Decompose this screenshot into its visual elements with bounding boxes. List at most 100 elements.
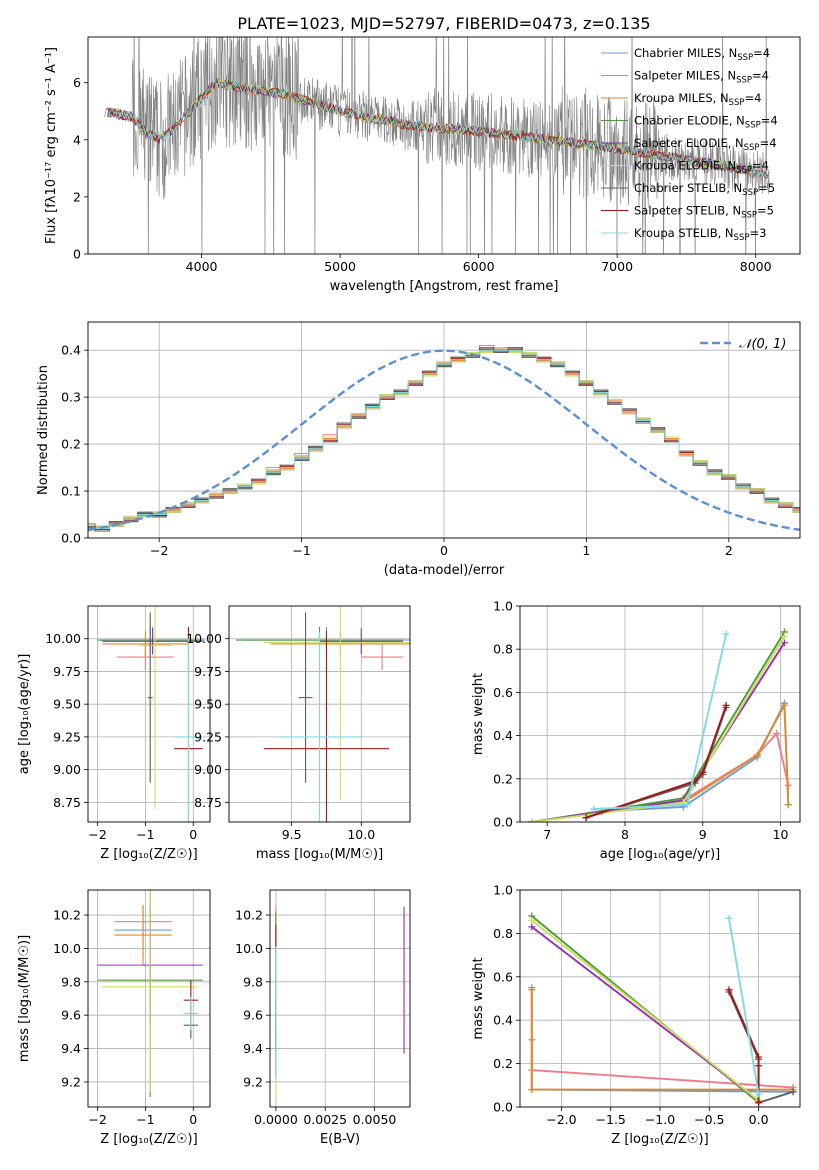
age-vs-mass-ytick-label: 9.50	[194, 697, 222, 712]
residuals-ytick-label: 0.3	[61, 390, 81, 405]
residuals-frame	[87, 321, 801, 539]
weight-vs-age-point-marker	[699, 768, 707, 776]
spectrum-xtick-label: 6000	[463, 259, 495, 274]
weight-vs-age-frame	[519, 605, 801, 823]
residual-histogram	[88, 348, 800, 530]
spectrum-legend-label: Salpeter STELIB, NSSP=5	[634, 204, 774, 221]
mass-vs-Z-errorbar	[102, 890, 199, 1092]
age-vs-Z-errorbar	[174, 638, 203, 822]
age-vs-mass-errorbar	[263, 606, 410, 800]
figure-title: PLATE=1023, MJD=52797, FIBERID=0473, z=0…	[237, 14, 650, 33]
residual-histogram	[88, 349, 800, 530]
weight-vs-age-xtick-label: 7	[543, 827, 551, 842]
weight-vs-age-point-marker	[683, 801, 691, 809]
weight-vs-Z-series-line	[728, 989, 760, 1103]
weight-vs-age-ytick-label: 0.6	[493, 685, 513, 700]
spectrum-model-line	[107, 81, 770, 176]
age-vs-mass-ytick-label: 9.25	[194, 729, 222, 744]
weight-vs-Z-ytick-label: 0.4	[493, 1013, 513, 1028]
weight-vs-Z-point-marker	[789, 1088, 797, 1096]
residuals-xtick-label: −2	[150, 543, 168, 558]
spectrum-plot-area	[104, 37, 770, 254]
observed-spectrum-line	[104, 37, 770, 254]
mass-vs-ebv-axes: 0.0000 0.0025 0.0050 9.2 9.4 9.6 9.8 10.0 10.2 E(…	[235, 889, 411, 1147]
spectrum-ytick-label: 2	[73, 189, 81, 204]
weight-vs-age-ytick-label: 0.4	[493, 728, 513, 743]
age-vs-mass-ytick-label: 9.00	[194, 762, 222, 777]
weight-vs-age-plot-area	[528, 628, 792, 822]
residuals-ytick-label: 0.4	[61, 343, 81, 358]
spectrum-axes: 4000 5000 6000 7000 8000 0 2 4 6 wavelength [Angs…	[44, 36, 801, 294]
spectrum-legend-label: Salpeter MILES, NSSP=4	[634, 69, 769, 86]
weight-vs-age-point-marker	[528, 818, 536, 822]
age-vs-mass-errorbar	[298, 612, 313, 783]
age-vs-mass-errorbar	[361, 643, 404, 671]
spectrum-legend-label: Kroupa STELIB, NSSP=3	[634, 226, 766, 243]
age-vs-mass-ytick-label: 10.00	[186, 631, 222, 646]
age-vs-mass-errorbar	[319, 628, 404, 655]
weight-vs-Z-ytick-label: 0.0	[493, 1100, 513, 1115]
residuals-axes: −2 −1 0 1 2 0.0 0.1 0.2 0.3 0.4 (data-model)/error…	[36, 321, 801, 578]
age-vs-mass-xlabel: mass [log₁₀(M/M☉)]	[256, 847, 383, 862]
age-vs-Z-errorbar	[147, 612, 153, 783]
age-vs-Z-ytick-label: 9.75	[53, 664, 81, 679]
weight-vs-Z-ytick-label: 0.2	[493, 1056, 513, 1071]
residuals-xtick-label: 1	[582, 543, 590, 558]
residual-histogram	[88, 347, 800, 532]
spectrum-legend-label: Chabrier ELODIE, NSSP=4	[634, 114, 778, 131]
spectrum-xlabel: wavelength [Angstrom, rest frame]	[330, 279, 559, 294]
age-vs-mass-frame	[228, 605, 411, 823]
residuals-xtick-label: 0	[440, 543, 448, 558]
age-vs-Z-ytick-label: 8.75	[53, 795, 81, 810]
residual-histogram	[88, 348, 800, 530]
weight-vs-age-ytick-label: 0.0	[493, 815, 513, 830]
mass-vs-ebv-plot-area	[275, 905, 405, 1099]
mass-vs-Z-axes: −2 −1 0 9.2 9.4 9.6 9.8 10.0 10.2 Z [log₁₀(Z/Z☉)]…	[17, 889, 211, 1147]
age-vs-mass-axes: 9.5 10.0 8.75 9.00 9.25 9.50 9.75 10.00 mass [lo…	[186, 605, 411, 862]
age-vs-mass-errorbar	[277, 632, 362, 822]
weight-vs-Z-point-marker	[725, 914, 733, 922]
mass-vs-Z-ytick-label: 9.4	[61, 1041, 81, 1056]
weight-vs-Z-point-marker	[755, 1053, 763, 1061]
age-vs-Z-xlabel: Z [log₁₀(Z/Z☉)]	[100, 847, 197, 862]
weight-vs-age-ytick-label: 0.2	[493, 771, 513, 786]
age-vs-mass-ytick-label: 8.75	[194, 795, 222, 810]
weight-vs-Z-point-marker	[528, 986, 536, 994]
weight-vs-age-point-marker	[780, 701, 788, 709]
mass-vs-Z-frame	[87, 889, 211, 1108]
weight-vs-age-series-line	[585, 705, 727, 819]
age-vs-Z-xtick-label: 0	[189, 827, 197, 842]
weight-vs-age-axes: 7 8 9 10 0.0 0.2 0.4 0.6 0.8 1.0 age [log₁₀(age/yr…	[471, 599, 801, 862]
spectrum-xtick-label: 4000	[186, 259, 218, 274]
gaussian-legend-label: 𝒩(0, 1)	[739, 337, 786, 352]
residuals-xtick-label: 2	[725, 543, 733, 558]
weight-vs-age-point-marker	[780, 639, 788, 647]
weight-vs-Z-xlabel: Z [log₁₀(Z/Z☉)]	[611, 1132, 708, 1147]
age-vs-Z-xtick-label: −2	[88, 827, 106, 842]
mass-vs-ebv-xlabel: E(B-V)	[320, 1132, 360, 1147]
weight-vs-age-point-marker	[590, 805, 598, 813]
spectrum-frame	[87, 36, 801, 255]
age-vs-Z-ytick-label: 9.25	[53, 729, 81, 744]
spectrum-legend-label: Chabrier MILES, NSSP=4	[634, 46, 770, 63]
spectrum-xtick-label: 7000	[601, 259, 633, 274]
weight-vs-Z-series-line	[531, 919, 760, 1102]
spectrum-legend-label: Chabrier STELIB, NSSP=5	[634, 181, 775, 198]
mass-vs-Z-xtick-label: 0	[189, 1112, 197, 1127]
mass-vs-Z-errorbar	[114, 905, 172, 966]
weight-vs-Z-point-marker	[755, 1099, 763, 1107]
mass-vs-ebv-ytick-label: 9.4	[243, 1041, 263, 1056]
residuals-ytick-label: 0.2	[61, 437, 81, 452]
mass-vs-ebv-ytick-label: 9.2	[243, 1074, 263, 1089]
age-vs-mass-ytick-label: 9.75	[194, 664, 222, 679]
weight-vs-Z-point-marker	[528, 1086, 536, 1094]
weight-vs-Z-plot-area	[528, 912, 797, 1107]
age-vs-mass-xtick-label: 10.0	[347, 827, 375, 842]
weight-vs-age-xtick-label: 8	[621, 827, 629, 842]
weight-vs-Z-series-line	[728, 918, 760, 1095]
spectrum-ytick-label: 6	[73, 75, 81, 90]
age-vs-Z-errorbar	[102, 630, 189, 658]
weight-vs-Z-frame	[519, 889, 801, 1108]
weight-vs-Z-xtick-label: 0.0	[749, 1112, 769, 1127]
